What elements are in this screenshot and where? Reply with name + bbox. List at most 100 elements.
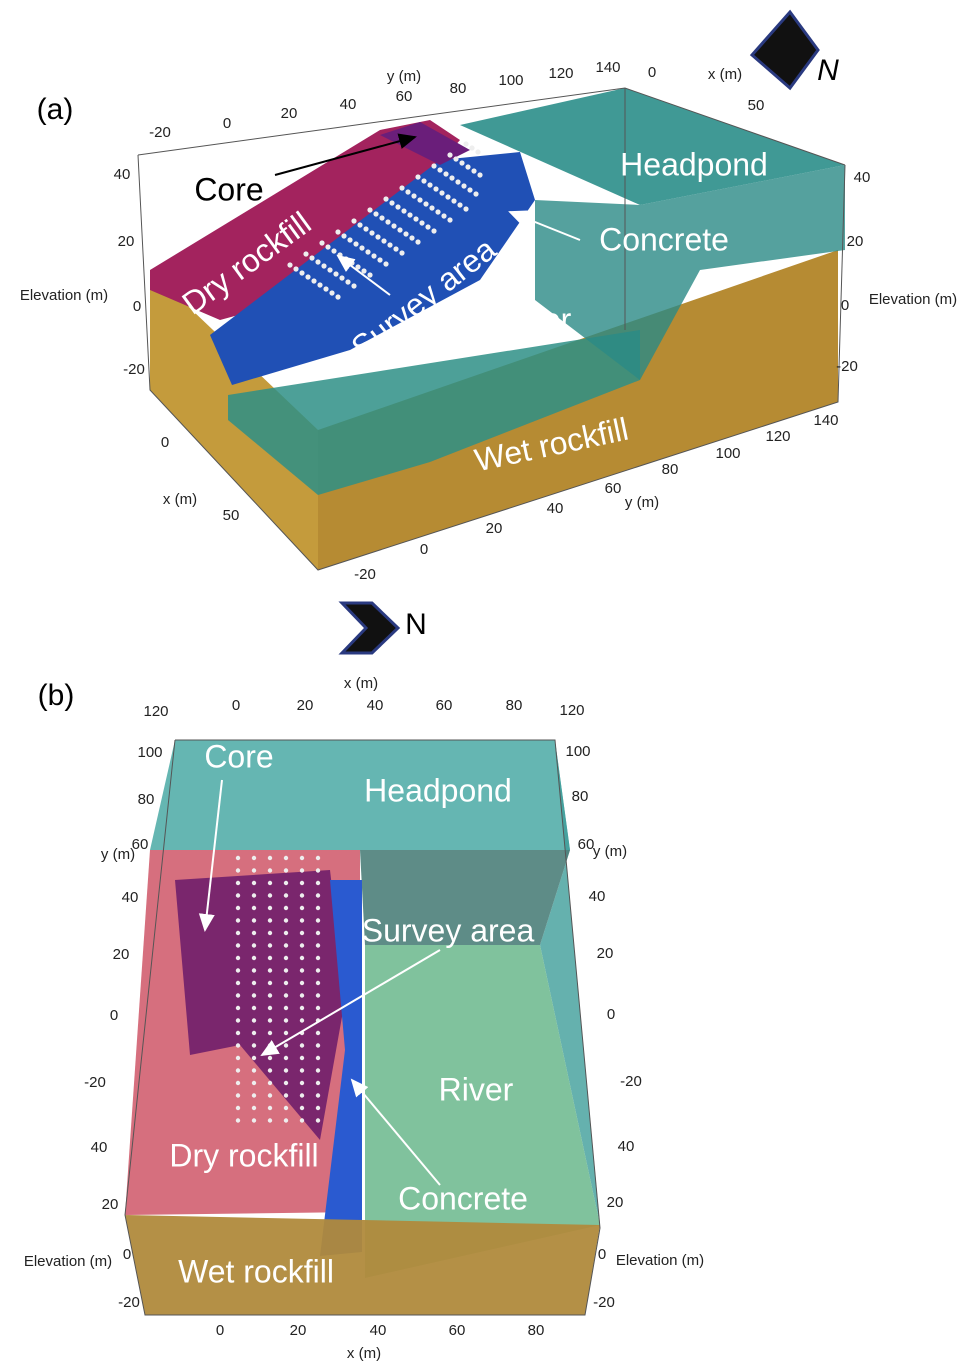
- survey-point: [405, 189, 410, 194]
- survey-point: [252, 931, 256, 935]
- survey-point: [268, 956, 272, 960]
- survey-point: [451, 198, 456, 203]
- tick-label: 40: [91, 1139, 108, 1156]
- tick-label: 80: [662, 461, 679, 478]
- survey-point: [287, 262, 292, 267]
- survey-point: [333, 271, 338, 276]
- tick-label: 0: [648, 64, 656, 81]
- survey-point: [347, 237, 352, 242]
- survey-point: [399, 185, 404, 190]
- survey-point: [303, 251, 308, 256]
- survey-point: [236, 1118, 240, 1122]
- survey-point: [363, 226, 368, 231]
- survey-point: [300, 943, 304, 947]
- survey-point: [252, 981, 256, 985]
- tick-label: 20: [290, 1322, 307, 1339]
- survey-point: [365, 249, 370, 254]
- survey-point: [284, 1106, 288, 1110]
- survey-point: [268, 856, 272, 860]
- survey-point: [435, 209, 440, 214]
- survey-point: [236, 1068, 240, 1072]
- survey-point: [284, 1031, 288, 1035]
- survey-point: [284, 1056, 288, 1060]
- survey-point: [371, 253, 376, 258]
- survey-point: [379, 215, 384, 220]
- tick-label: 0: [841, 297, 849, 314]
- survey-point: [284, 956, 288, 960]
- tick-label: 40: [589, 888, 606, 905]
- survey-point: [475, 149, 480, 154]
- north-label: N: [817, 54, 839, 87]
- survey-point: [268, 906, 272, 910]
- tick-label: 0: [133, 298, 141, 315]
- axis-title: x (m): [163, 491, 197, 508]
- survey-point: [351, 283, 356, 288]
- survey-point: [323, 286, 328, 291]
- region-label: Survey area: [362, 912, 535, 948]
- survey-point: [300, 1006, 304, 1010]
- tick-label: 0: [216, 1322, 224, 1339]
- survey-point: [367, 272, 372, 277]
- tick-label: -20: [118, 1294, 140, 1311]
- survey-point: [373, 211, 378, 216]
- survey-point: [300, 1118, 304, 1122]
- survey-point: [316, 893, 320, 897]
- tick-label: 120: [548, 65, 573, 82]
- tick-label: 20: [113, 946, 130, 963]
- survey-point: [473, 191, 478, 196]
- tick-label: 20: [297, 697, 314, 714]
- survey-point: [284, 1118, 288, 1122]
- survey-point: [300, 856, 304, 860]
- survey-point: [335, 294, 340, 299]
- tick-label: 20: [847, 233, 864, 250]
- tick-label: 40: [370, 1322, 387, 1339]
- survey-point: [300, 981, 304, 985]
- survey-point: [268, 943, 272, 947]
- survey-point: [268, 1018, 272, 1022]
- survey-point: [316, 1068, 320, 1072]
- survey-point: [387, 242, 392, 247]
- tick-label: 120: [559, 702, 584, 719]
- survey-point: [236, 1093, 240, 1097]
- survey-point: [417, 197, 422, 202]
- survey-point: [236, 1006, 240, 1010]
- survey-point: [236, 956, 240, 960]
- region-label: Core: [194, 171, 263, 207]
- tick-label: 0: [420, 541, 428, 558]
- tick-label: 20: [607, 1194, 624, 1211]
- axis-title: y (m): [625, 494, 659, 511]
- survey-point: [437, 167, 442, 172]
- survey-point: [385, 219, 390, 224]
- survey-point: [300, 1018, 304, 1022]
- survey-point: [316, 1093, 320, 1097]
- axis-title: x (m): [347, 1345, 381, 1361]
- survey-point: [252, 856, 256, 860]
- survey-point: [471, 168, 476, 173]
- tick-label: 40: [854, 169, 871, 186]
- survey-point: [311, 278, 316, 283]
- tick-label: 50: [748, 97, 765, 114]
- region-label: River: [497, 301, 572, 337]
- survey-point: [439, 190, 444, 195]
- survey-point: [447, 152, 452, 157]
- survey-point: [341, 233, 346, 238]
- survey-point: [284, 1043, 288, 1047]
- survey-point: [339, 275, 344, 280]
- tick-label: 40: [367, 697, 384, 714]
- survey-point: [252, 906, 256, 910]
- survey-point: [252, 1106, 256, 1110]
- region-label: Core: [204, 738, 273, 774]
- survey-point: [236, 906, 240, 910]
- survey-point: [316, 1043, 320, 1047]
- survey-point: [268, 968, 272, 972]
- panel-b-model: [125, 603, 600, 1315]
- tick-label: 20: [102, 1196, 119, 1213]
- survey-point: [252, 1118, 256, 1122]
- tick-label: 50: [223, 507, 240, 524]
- survey-point: [383, 261, 388, 266]
- region-label: Concrete: [599, 221, 729, 257]
- tick-label: 0: [232, 697, 240, 714]
- axis-title: Elevation (m): [616, 1252, 704, 1269]
- tick-label: 80: [572, 788, 589, 805]
- survey-point: [300, 1043, 304, 1047]
